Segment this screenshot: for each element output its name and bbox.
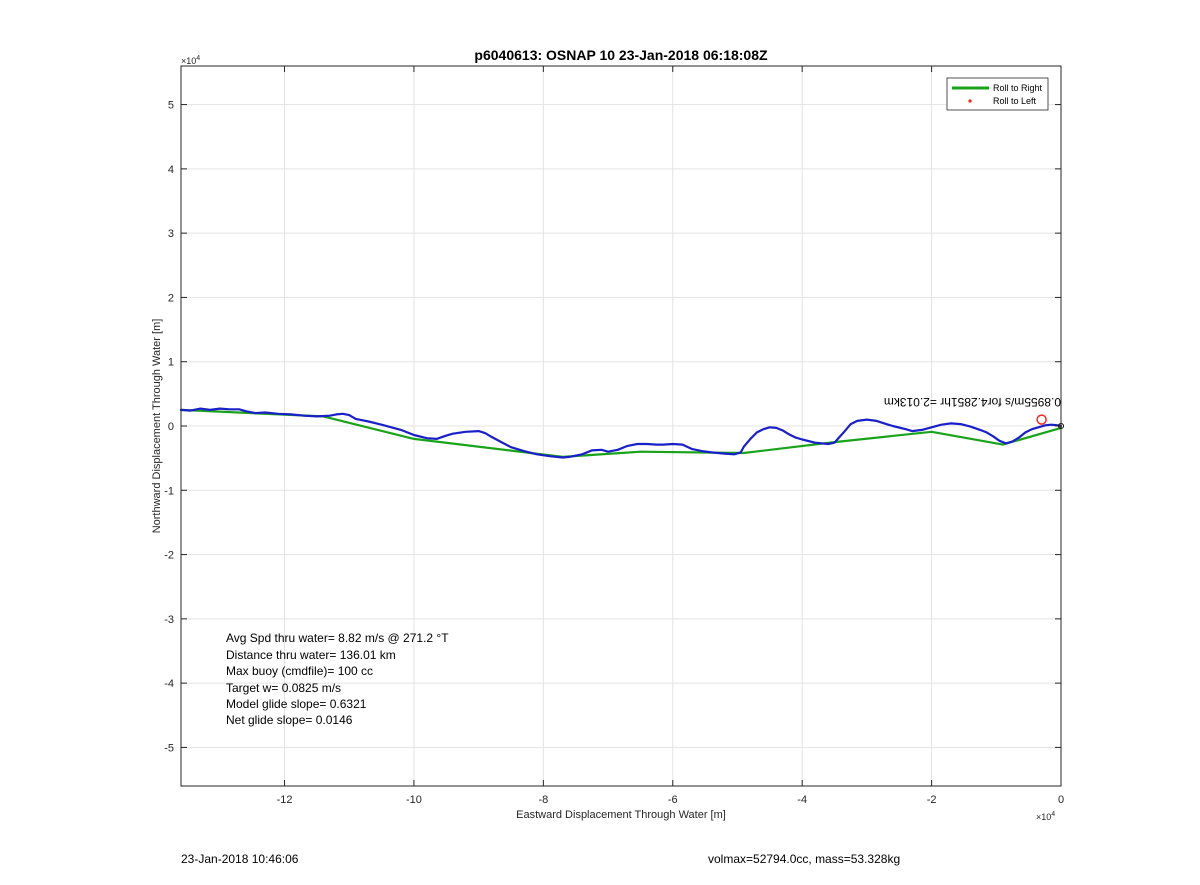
grid-lines [181,66,1062,786]
rotated-speed-annotation: 0.8955m/s for4.2851hr =2.013km [884,395,1061,409]
y-tick-label: 1 [168,357,174,369]
y-exponent-label: ×104 [181,55,200,66]
legend-label-roll-right: Roll to Right [993,83,1043,93]
y-tick-label: 5 [168,100,174,112]
stat-target-w: Target w= 0.0825 m/s [226,681,341,695]
y-tick-label: -3 [164,614,174,626]
y-tick-label: 0 [168,421,174,433]
x-tick-label: -10 [406,794,422,806]
series-line-track [179,407,1063,459]
y-tick-label: 4 [168,164,174,176]
chart-title: p6040613: OSNAP 10 23-Jan-2018 06:18:08Z [474,47,768,63]
y-tick-label: -5 [164,742,174,754]
footer-timestamp: 23-Jan-2018 10:46:06 [181,852,299,866]
stat-max-buoy: Max buoy (cmdfile)= 100 cc [226,664,373,678]
roll-left-marker [1036,414,1047,425]
y-tick-label: -2 [164,550,174,562]
footer-volmax-mass: volmax=52794.0cc, mass=53.328kg [708,852,901,866]
x-tick-label: -4 [797,794,807,806]
x-ticks: -12 -10 -8 -6 -4 -2 0 [277,66,1064,806]
series-layer [179,407,1063,459]
x-tick-label: -2 [927,794,937,806]
stat-model-glide: Model glide slope= 0.6321 [226,697,367,711]
y-tick-label: -1 [164,485,174,497]
legend-box [946,77,1049,111]
x-exponent-label: ×104 [1036,811,1055,822]
legend-label-roll-left: Roll to Left [993,96,1037,106]
svg-text:×104: ×104 [181,55,200,66]
y-tick-label: 3 [168,228,174,240]
x-axis-label: Eastward Displacement Through Water [m] [516,809,726,821]
stats-block: Avg Spd thru water= 8.82 m/s @ 271.2 °T … [226,631,449,727]
series-line-roll-right [179,408,1063,458]
y-tick-label: 2 [168,292,174,304]
y-axis-label: Northward Displacement Through Water [m] [151,319,163,534]
x-tick-label: -12 [277,794,293,806]
x-tick-label: -6 [668,794,678,806]
stat-avg-speed: Avg Spd thru water= 8.82 m/s @ 271.2 °T [226,631,449,645]
svg-text:×104: ×104 [1036,811,1055,822]
stat-net-glide: Net glide slope= 0.0146 [226,713,353,727]
legend-swatch-roll-left [968,99,972,103]
x-tick-label: 0 [1058,794,1064,806]
legend: Roll to Right Roll to Left [946,77,1049,111]
x-tick-label: -8 [538,794,548,806]
stat-distance: Distance thru water= 136.01 km [226,648,396,662]
y-ticks: 5 4 3 2 1 0 -1 -2 -3 -4 -5 [164,100,1061,754]
y-tick-label: -4 [164,678,174,690]
